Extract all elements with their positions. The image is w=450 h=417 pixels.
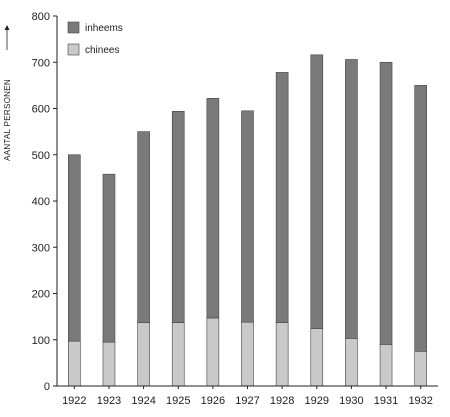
x-tick-label: 1923 bbox=[97, 395, 121, 407]
bar-inheems bbox=[379, 61, 393, 345]
y-tick-label: 200 bbox=[32, 289, 50, 301]
x-tick-label: 1928 bbox=[270, 395, 294, 407]
x-tick-label: 1924 bbox=[131, 395, 155, 407]
y-axis-arrow-head bbox=[4, 25, 10, 30]
y-tick-label: 0 bbox=[44, 381, 50, 393]
bar-inheems bbox=[68, 154, 81, 342]
y-tick-label: 300 bbox=[32, 242, 50, 254]
bar-chinees bbox=[310, 328, 324, 387]
y-tick-label: 100 bbox=[32, 335, 50, 347]
bar-chinees bbox=[241, 321, 254, 387]
bar-chinees bbox=[206, 317, 220, 387]
bars-layer bbox=[68, 54, 427, 387]
bar-inheems bbox=[275, 72, 289, 323]
y-tick-label: 600 bbox=[32, 104, 50, 116]
bar-inheems bbox=[345, 59, 358, 339]
bar-inheems bbox=[241, 110, 254, 323]
x-tick-label: 1926 bbox=[201, 395, 225, 407]
bar-chinees bbox=[171, 322, 185, 387]
x-tick-label: 1922 bbox=[62, 395, 86, 407]
bar-chinees bbox=[68, 340, 81, 387]
bar-inheems bbox=[171, 110, 185, 323]
bar-chinees bbox=[102, 341, 116, 387]
x-tick-label: 1930 bbox=[339, 395, 363, 407]
bar-chinees bbox=[379, 344, 393, 387]
bar-inheems bbox=[102, 173, 116, 343]
x-tick-label: 1929 bbox=[305, 395, 329, 407]
x-tick-label: 1932 bbox=[408, 395, 432, 407]
bar-chinees bbox=[345, 338, 358, 387]
y-tick-label: 800 bbox=[32, 11, 50, 23]
legend-label-inheems: inheems bbox=[85, 23, 123, 34]
bar-inheems bbox=[206, 98, 220, 319]
bar-inheems bbox=[310, 54, 324, 329]
x-tick-label: 1931 bbox=[374, 395, 398, 407]
y-axis-title-group: AANTAL PERSONEN bbox=[3, 25, 12, 161]
bar-chinees bbox=[414, 351, 427, 387]
y-tick-label: 700 bbox=[32, 57, 50, 69]
bar-inheems bbox=[414, 85, 427, 352]
legend: inheems chinees bbox=[67, 21, 123, 56]
x-tick-label: 1927 bbox=[235, 395, 259, 407]
legend-swatch-chinees bbox=[67, 43, 80, 56]
legend-label-chinees: chinees bbox=[85, 45, 119, 56]
bar-chinees bbox=[137, 322, 150, 387]
y-axis-title: AANTAL PERSONEN bbox=[3, 79, 12, 161]
bar-inheems bbox=[137, 131, 150, 323]
y-tick-label: 400 bbox=[32, 196, 50, 208]
legend-swatch-inheems bbox=[67, 21, 80, 34]
x-tick-label: 1925 bbox=[166, 395, 190, 407]
y-tick-label: 500 bbox=[32, 150, 50, 162]
bar-chinees bbox=[275, 322, 289, 387]
ticks-layer: 0 100 200 300 400 500 600 700 800 1922 1923 1924 192… bbox=[32, 11, 433, 407]
